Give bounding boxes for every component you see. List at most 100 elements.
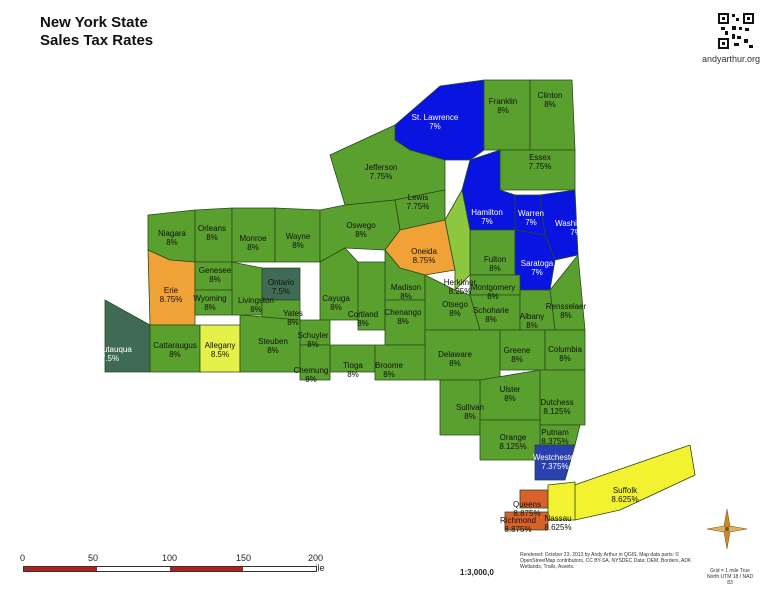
county-name: Oswego xyxy=(346,221,376,230)
county-label-franklin: Franklin 8% xyxy=(489,97,517,115)
county-name: Montgomery xyxy=(471,283,515,292)
county-name: Delaware xyxy=(438,350,472,359)
scale-ratio: 1:3,000,0 xyxy=(460,568,494,577)
county-rate: 8.875% xyxy=(513,509,540,518)
county-suffolk xyxy=(559,444,696,521)
county-rate: 8.5% xyxy=(211,350,229,359)
county-name: Essex xyxy=(529,153,551,162)
county-rate: 8% xyxy=(169,350,181,359)
county-rate: 7.75% xyxy=(370,172,393,181)
county-label-dutchess: Dutchess 8.125% xyxy=(540,398,573,416)
county-rate: 8.75% xyxy=(160,295,183,304)
county-name: Otsego xyxy=(442,300,468,309)
county-name: Cortland xyxy=(348,310,378,319)
county-label-delaware: Delaware 8% xyxy=(438,350,472,368)
county-rate: 8.875% xyxy=(504,525,531,534)
county-name: Chenango xyxy=(385,308,422,317)
county-rate: 8% xyxy=(292,241,304,250)
county-wyoming xyxy=(194,289,233,316)
county-label-wyoming: Wyoming 8% xyxy=(193,294,226,312)
county-rate: 7% xyxy=(570,228,582,237)
county-label-suffolk: Suffolk 8.625% xyxy=(611,486,638,504)
county-name: Chemung xyxy=(294,366,329,375)
county-rate: 8% xyxy=(305,375,317,384)
county-label-rensselaer: Rensselaer 8% xyxy=(546,302,587,320)
county-name: Schoharie xyxy=(473,306,510,315)
county-label-cortland: Cortland 8% xyxy=(348,310,378,328)
county-name: Herkimer xyxy=(444,278,477,287)
county-rate: 7% xyxy=(531,268,543,277)
county-name: Suffolk xyxy=(613,486,638,495)
county-label-niagara: Niagara 8% xyxy=(158,229,187,247)
county-name: Warren xyxy=(518,209,544,218)
county-label-greene: Greene 8% xyxy=(504,346,531,364)
county-rate: 8% xyxy=(247,243,259,252)
county-rate: 7.5% xyxy=(272,287,290,296)
county-name: Columbia xyxy=(548,345,582,354)
county-rate: 8% xyxy=(489,264,501,273)
county-name: Ulster xyxy=(500,385,521,394)
county-name: Wyoming xyxy=(193,294,226,303)
county-name: Allegany xyxy=(205,341,236,350)
county-label-essex: Essex 7.75% xyxy=(529,153,552,171)
scale-segment xyxy=(24,567,97,571)
county-label-genesee: Genesee 8% xyxy=(199,266,232,284)
county-rate: 7.375% xyxy=(541,462,568,471)
county-label-tioga: Tioga 8% xyxy=(343,361,363,379)
county-label-allegany: Allegany 8.5% xyxy=(205,341,236,359)
county-label-cattaraugus: Cattaraugus 8% xyxy=(153,341,197,359)
county-name: Tioga xyxy=(343,361,363,370)
map-title-line2: Sales Tax Rates xyxy=(40,32,154,49)
county-rate: 8% xyxy=(209,275,221,284)
grid-note: Grid = 1 mile True North UTM 18 / NAD 83 xyxy=(706,568,754,586)
county-label-fulton: Fulton 8% xyxy=(484,255,506,273)
county-name: Steuben xyxy=(258,337,288,346)
county-label-otsego: Otsego 8% xyxy=(442,300,468,318)
county-name: Wayne xyxy=(286,232,311,241)
county-name: Fulton xyxy=(484,255,506,264)
county-label-warren: Warren 7% xyxy=(518,209,544,227)
county-rate: 8% xyxy=(206,233,218,242)
county-name: Niagara xyxy=(158,229,187,238)
site-credit: andyarthur.org xyxy=(702,54,761,64)
county-label-ulster: Ulster 8% xyxy=(500,385,521,403)
county-name: Madison xyxy=(391,283,421,292)
county-name: Greene xyxy=(504,346,531,355)
county-rate: 8% xyxy=(449,309,461,318)
map-title-line1: New York State xyxy=(40,14,148,31)
county-rate: 8% xyxy=(355,230,367,239)
county-rate: 8% xyxy=(526,321,538,330)
county-name: Monroe xyxy=(239,234,267,243)
county-label-saratoga: Saratoga 7% xyxy=(521,259,554,277)
county-label-ontario: Ontario 7.5% xyxy=(268,278,295,296)
county-label-jefferson: Jefferson 7.75% xyxy=(365,163,398,181)
county-label-chautauqua: Chautauqua 7.5% xyxy=(88,345,132,363)
county-name: Orange xyxy=(500,433,527,442)
county-label-clinton: Clinton 8% xyxy=(538,91,563,109)
county-rate: 8% xyxy=(504,394,516,403)
county-name: St. Lawrence xyxy=(412,113,459,122)
county-name: Oneida xyxy=(411,247,437,256)
county-name: Yates xyxy=(283,309,303,318)
county-label-columbia: Columbia 8% xyxy=(548,345,582,363)
county-name: Putnam xyxy=(541,428,569,437)
county-name: Albany xyxy=(520,312,544,321)
county-rate: 8% xyxy=(287,318,299,327)
county-rate: 8.625% xyxy=(611,495,638,504)
county-rate: 8% xyxy=(357,319,369,328)
scale-label-50: 50 xyxy=(88,553,99,563)
county-westchester xyxy=(534,444,576,481)
county-name: Orleans xyxy=(198,224,226,233)
county-label-madison: Madison 8% xyxy=(391,283,421,301)
county-rate: 8% xyxy=(497,106,509,115)
county-chemung xyxy=(299,344,331,381)
county-name: Franklin xyxy=(489,97,517,106)
county-name: Chautauqua xyxy=(88,345,132,354)
render-credit: Rendered: October 23, 2013 by Andy Arthu… xyxy=(520,552,692,570)
county-label-hamilton: Hamilton 7% xyxy=(471,208,503,226)
county-name: Westchester xyxy=(533,453,578,462)
county-name: Clinton xyxy=(538,91,563,100)
qr-code xyxy=(717,12,755,50)
county-rate: 8.25% xyxy=(449,287,472,296)
county-name: Rensselaer xyxy=(546,302,587,311)
